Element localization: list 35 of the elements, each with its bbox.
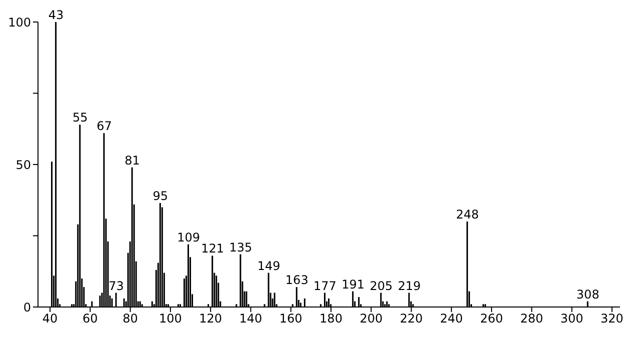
annotation: 109 (177, 230, 200, 244)
annotation: 177 (314, 278, 336, 293)
annotation: 43 (48, 8, 64, 22)
y-tick-label: 100 (8, 15, 31, 30)
y-tick-label: 50 (16, 158, 31, 172)
x-tick-label: 140 (239, 312, 262, 326)
annotation: 191 (342, 277, 365, 292)
annotation: 81 (124, 153, 140, 168)
x-tick-label: 280 (520, 312, 544, 326)
x-tick-label: 40 (42, 312, 58, 326)
annotation: 67 (96, 119, 112, 134)
annotation: 308 (576, 287, 600, 302)
x-tick-label: 220 (400, 312, 423, 326)
annotation: 55 (72, 110, 88, 125)
annotation: 73 (108, 278, 124, 293)
x-tick-label: 100 (159, 312, 182, 326)
annotation: 121 (201, 242, 224, 256)
annotation: 149 (257, 258, 280, 273)
x-tick-label: 120 (199, 312, 222, 326)
x-tick-label: 300 (560, 312, 584, 326)
x-tick-label: 60 (82, 312, 98, 326)
x-tick-label: 80 (122, 312, 138, 326)
x-tick-label: 200 (360, 312, 383, 326)
y-tick-label: 0 (23, 300, 31, 314)
annotation: 205 (370, 278, 393, 293)
x-tick-label: 180 (320, 312, 342, 326)
annotation: 219 (398, 278, 421, 293)
x-tick-label: 240 (440, 312, 463, 326)
annotation: 135 (229, 240, 252, 254)
annotation: 248 (456, 208, 479, 222)
x-tick-label: 160 (279, 312, 302, 326)
x-tick-label: 260 (480, 312, 504, 326)
annotation: 163 (285, 273, 308, 288)
x-tick-label: 320 (600, 312, 624, 326)
annotation: 95 (152, 188, 168, 203)
